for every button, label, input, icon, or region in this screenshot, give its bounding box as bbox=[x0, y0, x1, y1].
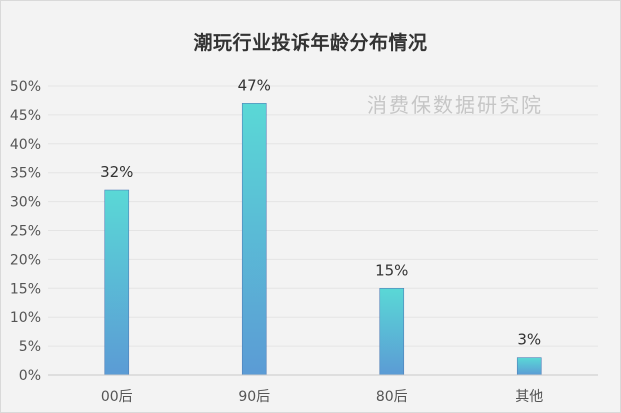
x-tick-label: 90后 bbox=[238, 389, 270, 405]
bar-1 bbox=[104, 189, 130, 376]
y-tick-label: 25% bbox=[10, 224, 41, 240]
x-tick-label: 00后 bbox=[101, 389, 133, 405]
y-tick-label: 20% bbox=[10, 252, 41, 268]
data-label: 47% bbox=[238, 76, 271, 94]
data-labels: 32% 47% 15% 3% bbox=[100, 76, 541, 348]
bar-3 bbox=[379, 287, 405, 376]
y-tick-label: 40% bbox=[10, 137, 41, 153]
y-tick-label: 30% bbox=[10, 195, 41, 211]
bar-2 bbox=[241, 103, 267, 376]
data-label: 32% bbox=[100, 163, 133, 181]
y-tick-label: 5% bbox=[19, 339, 41, 355]
grid-lines bbox=[48, 85, 598, 347]
y-tick-label: 15% bbox=[10, 281, 41, 297]
x-axis-ticks: 00后 90后 80后 其他 bbox=[101, 389, 543, 405]
bar-4 bbox=[516, 357, 542, 376]
y-tick-label: 0% bbox=[19, 368, 41, 384]
watermark-text: 消费保数据研究院 bbox=[367, 93, 543, 117]
data-label: 3% bbox=[517, 331, 541, 349]
chart-title: 潮玩行业投诉年龄分布情况 bbox=[193, 32, 428, 54]
data-label: 15% bbox=[375, 261, 408, 279]
x-tick-label: 80后 bbox=[376, 389, 408, 405]
y-tick-label: 10% bbox=[10, 310, 41, 326]
bars bbox=[104, 103, 542, 376]
x-tick-label: 其他 bbox=[515, 389, 543, 405]
y-tick-label: 50% bbox=[10, 79, 41, 95]
y-axis-ticks: 0% 5% 10% 15% 20% 25% 30% 35% 40% 45% 50% bbox=[10, 79, 41, 384]
y-tick-label: 45% bbox=[10, 108, 41, 124]
y-tick-label: 35% bbox=[10, 166, 41, 182]
